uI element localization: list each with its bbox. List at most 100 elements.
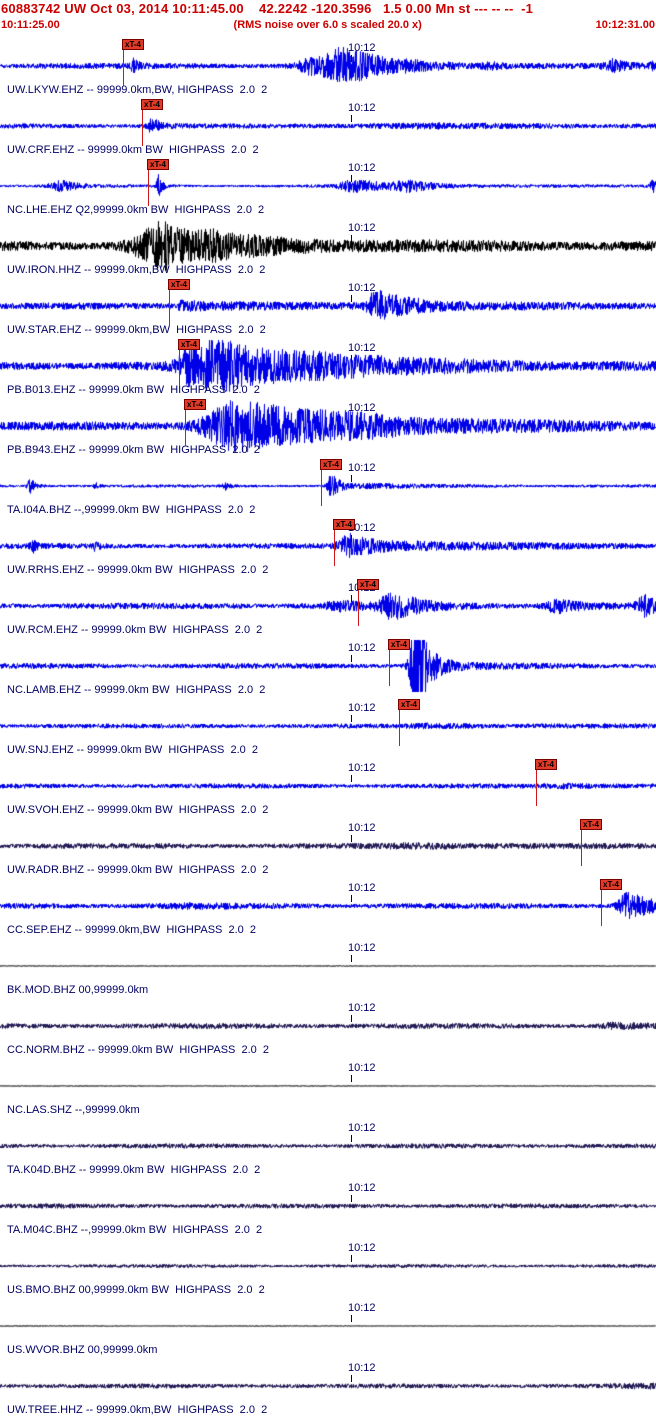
trace-label: US.BMO.BHZ 00,99999.0km BW HIGHPASS 2.0 … [7, 1284, 265, 1296]
pick-flag[interactable]: xT-4 [168, 279, 191, 290]
trace-row-uw-svoh-ehz[interactable]: 10:12 xT-4 UW.SVOH.EHZ -- 99999.0km BW HIG… [0, 758, 656, 818]
minute-label: 10:12 [348, 222, 376, 234]
trace-label: UW.RCM.EHZ -- 99999.0km BW HIGHPASS 2.0 … [7, 624, 263, 636]
pick-flag[interactable]: xT-4 [178, 339, 201, 350]
trace-row-bk-mod-bhz[interactable]: 10:12 BK.MOD.BHZ 00,99999.0km [0, 938, 656, 998]
pick-flag[interactable]: xT-4 [600, 879, 623, 890]
minute-label: 10:12 [348, 942, 376, 954]
pick-time-line [334, 530, 335, 566]
trace-label: TA.I04A.BHZ --,99999.0km BW HIGHPASS 2.0… [7, 504, 256, 516]
trace-row-cc-sep-ehz[interactable]: 10:12 xT-4 CC.SEP.EHZ -- 99999.0km,BW HIGH… [0, 878, 656, 938]
time-scale-header: 10:11:25.00 (RMS noise over 6.0 s scaled… [1, 19, 655, 31]
trace-label: UW.STAR.EHZ -- 99999.0km,BW HIGHPASS 2.0… [7, 324, 266, 336]
trace-row-uw-iron-hhz[interactable]: 10:12 UW.IRON.HHZ -- 99999.0km,BW HIGHPAS… [0, 218, 656, 278]
trace-row-uw-star-ehz[interactable]: 10:12 xT-4 UW.STAR.EHZ -- 99999.0km,BW HIG… [0, 278, 656, 338]
trace-row-cc-norm-bhz[interactable]: 10:12 CC.NORM.BHZ -- 99999.0km BW HIGHPAS… [0, 998, 656, 1058]
trace-row-uw-snj-ehz[interactable]: 10:12 xT-4 UW.SNJ.EHZ -- 99999.0km BW HIGH… [0, 698, 656, 758]
pick-flag[interactable]: xT-4 [535, 759, 558, 770]
minute-label: 10:12 [348, 1002, 376, 1014]
trace-label: PB.B013.EHZ -- 99999.0km BW HIGHPASS 2.0… [7, 384, 260, 396]
trace-label: CC.SEP.EHZ -- 99999.0km,BW HIGHPASS 2.0 … [7, 924, 257, 936]
trace-row-pb-b013-ehz[interactable]: 10:12 xT-4 PB.B013.EHZ -- 99999.0km BW HIG… [0, 338, 656, 398]
trace-row-uw-crf-ehz[interactable]: 10:12 xT-4 UW.CRF.EHZ -- 99999.0km BW HIGH… [0, 98, 656, 158]
trace-row-nc-lhe-ehz[interactable]: 10:12 xT-4 NC.LHE.EHZ Q2,99999.0km BW HIGH… [0, 158, 656, 218]
pick-time-line [321, 470, 322, 506]
pick-flag[interactable]: xT-4 [320, 459, 343, 470]
pick-time-line [358, 590, 359, 626]
trace-row-pb-b943-ehz[interactable]: 10:12 xT-4 PB.B943.EHZ -- 99999.0km BW HIG… [0, 398, 656, 458]
trace-row-ta-m04c-bhz[interactable]: 10:12 TA.M04C.BHZ --,99999.0km BW HIGHPAS… [0, 1178, 656, 1238]
minute-label: 10:12 [348, 1242, 376, 1254]
trace-row-us-bmo-bhz[interactable]: 10:12 US.BMO.BHZ 00,99999.0km BW HIGHPASS… [0, 1238, 656, 1298]
trace-row-uw-radr-bhz[interactable]: 10:12 xT-4 UW.RADR.BHZ -- 99999.0km BW HIG… [0, 818, 656, 878]
trace-label: UW.CRF.EHZ -- 99999.0km BW HIGHPASS 2.0 … [7, 144, 259, 156]
minute-tick [351, 1075, 352, 1082]
minute-tick [351, 235, 352, 242]
pick-flag[interactable]: xT-4 [388, 639, 411, 650]
seismogram-canvas[interactable] [0, 38, 656, 1418]
trace-row-ta-k04d-bhz[interactable]: 10:12 TA.K04D.BHZ -- 99999.0km BW HIGHPAS… [0, 1118, 656, 1178]
pick-flag[interactable]: xT-4 [184, 399, 207, 410]
minute-label: 10:12 [348, 762, 376, 774]
pick-time-line [142, 110, 143, 146]
pick-time-line [389, 650, 390, 686]
minute-tick [351, 295, 352, 302]
trace-label: NC.LAS.SHZ --,99999.0km [7, 1104, 140, 1116]
trace-label: PB.B943.EHZ -- 99999.0km BW HIGHPASS 2.0… [7, 444, 260, 456]
pick-flag[interactable]: xT-4 [147, 159, 170, 170]
minute-label: 10:12 [348, 642, 376, 654]
trace-row-ta-i04a-bhz[interactable]: 10:12 xT-4 TA.I04A.BHZ --,99999.0km BW HIG… [0, 458, 656, 518]
trace-row-uw-rrhs-ehz[interactable]: 10:12 xT-4 UW.RRHS.EHZ -- 99999.0km BW HIG… [0, 518, 656, 578]
pick-flag[interactable]: xT-4 [398, 699, 421, 710]
pick-time-line [185, 410, 186, 446]
minute-tick [351, 55, 352, 62]
event-summary-header: 60883742 UW Oct 03, 2014 10:11:45.00 42.… [1, 1, 534, 16]
minute-label: 10:12 [348, 1362, 376, 1374]
trace-label: UW.SVOH.EHZ -- 99999.0km BW HIGHPASS 2.0… [7, 804, 269, 816]
minute-tick [351, 115, 352, 122]
trace-row-us-wvor-bhz[interactable]: 10:12 US.WVOR.BHZ 00,99999.0km [0, 1298, 656, 1358]
minute-tick [351, 175, 352, 182]
trace-label: TA.K04D.BHZ -- 99999.0km BW HIGHPASS 2.0… [7, 1164, 261, 1176]
minute-label: 10:12 [348, 42, 376, 54]
trace-label: TA.M04C.BHZ --,99999.0km BW HIGHPASS 2.0… [7, 1224, 263, 1236]
minute-tick [351, 955, 352, 962]
pick-time-line [399, 710, 400, 746]
minute-tick [351, 775, 352, 782]
minute-label: 10:12 [348, 402, 376, 414]
minute-label: 10:12 [348, 1062, 376, 1074]
minute-tick [351, 1135, 352, 1142]
pick-flag[interactable]: xT-4 [357, 579, 380, 590]
pick-time-line [536, 770, 537, 806]
minute-label: 10:12 [348, 102, 376, 114]
trace-row-nc-las-shz[interactable]: 10:12 NC.LAS.SHZ --,99999.0km [0, 1058, 656, 1118]
trace-row-uw-tree-hhz[interactable]: 10:12 UW.TREE.HHZ -- 99999.0km,BW HIGHPAS… [0, 1358, 656, 1418]
minute-tick [351, 415, 352, 422]
trace-row-nc-lamb-ehz[interactable]: 10:12 xT-4 NC.LAMB.EHZ -- 99999.0km BW HIG… [0, 638, 656, 698]
minute-tick [351, 895, 352, 902]
minute-label: 10:12 [348, 342, 376, 354]
minute-tick [351, 1375, 352, 1382]
trace-label: NC.LAMB.EHZ -- 99999.0km BW HIGHPASS 2.0… [7, 684, 266, 696]
minute-tick [351, 355, 352, 362]
minute-label: 10:12 [348, 282, 376, 294]
pick-flag[interactable]: xT-4 [333, 519, 356, 530]
pick-flag[interactable]: xT-4 [141, 99, 164, 110]
minute-tick [351, 1315, 352, 1322]
minute-label: 10:12 [348, 822, 376, 834]
minute-label: 10:12 [348, 1302, 376, 1314]
trace-label: UW.RADR.BHZ -- 99999.0km BW HIGHPASS 2.0… [7, 864, 269, 876]
minute-tick [351, 715, 352, 722]
trace-row-uw-lkyw-ehz[interactable]: 10:12 xT-4 UW.LKYW.EHZ -- 99999.0km,BW, HI… [0, 38, 656, 98]
minute-label: 10:12 [348, 882, 376, 894]
trace-label: UW.LKYW.EHZ -- 99999.0km,BW, HIGHPASS 2.… [7, 84, 268, 96]
minute-label: 10:12 [348, 1122, 376, 1134]
pick-flag[interactable]: xT-4 [122, 39, 145, 50]
pick-flag[interactable]: xT-4 [580, 819, 603, 830]
pick-time-line [123, 50, 124, 86]
trace-label: NC.LHE.EHZ Q2,99999.0km BW HIGHPASS 2.0 … [7, 204, 265, 216]
minute-tick [351, 595, 352, 602]
minute-tick [351, 1195, 352, 1202]
trace-label: UW.TREE.HHZ -- 99999.0km,BW HIGHPASS 2.0… [7, 1404, 268, 1416]
